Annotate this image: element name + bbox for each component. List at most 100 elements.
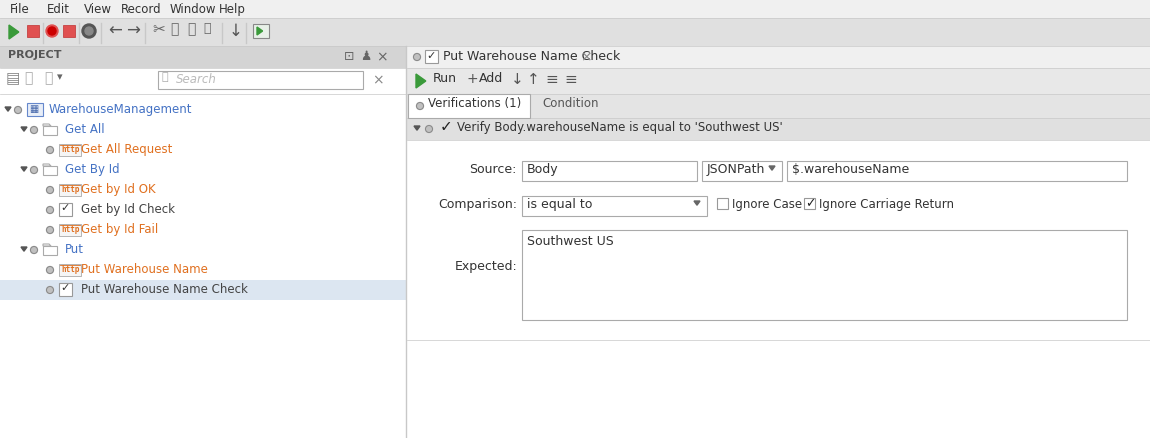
Text: ✓: ✓ bbox=[805, 198, 815, 211]
Bar bbox=[407, 140, 1150, 340]
Text: Put Warehouse Name Check: Put Warehouse Name Check bbox=[81, 283, 248, 296]
Text: Put Warehouse Name Check: Put Warehouse Name Check bbox=[443, 50, 620, 63]
Bar bbox=[0, 94, 406, 438]
Bar bbox=[407, 118, 1150, 140]
Text: Get All: Get All bbox=[66, 123, 105, 136]
Bar bbox=[407, 68, 1150, 94]
Bar bbox=[63, 25, 75, 37]
Text: Edit: Edit bbox=[47, 3, 70, 16]
Text: ×: × bbox=[371, 73, 384, 87]
Circle shape bbox=[46, 25, 58, 37]
Polygon shape bbox=[43, 244, 51, 246]
Text: http: http bbox=[61, 145, 79, 154]
Text: ✓: ✓ bbox=[61, 204, 70, 213]
Text: Get by Id Check: Get by Id Check bbox=[81, 203, 175, 216]
Polygon shape bbox=[5, 107, 12, 111]
Circle shape bbox=[48, 27, 56, 35]
Text: ≡: ≡ bbox=[564, 72, 577, 87]
Text: ←: ← bbox=[108, 22, 122, 40]
Bar bbox=[804, 198, 815, 209]
Text: JSONPath: JSONPath bbox=[707, 163, 766, 176]
Polygon shape bbox=[256, 27, 262, 35]
Text: ▦: ▦ bbox=[29, 104, 38, 114]
Circle shape bbox=[31, 127, 38, 134]
Text: $.warehouseName: $.warehouseName bbox=[792, 163, 910, 176]
Text: Body: Body bbox=[527, 163, 559, 176]
Text: ▾: ▾ bbox=[58, 72, 62, 82]
Circle shape bbox=[46, 187, 54, 194]
Text: Get by Id Fail: Get by Id Fail bbox=[81, 223, 159, 236]
Bar bbox=[253, 24, 269, 38]
Bar bbox=[426, 50, 438, 63]
Text: ✂: ✂ bbox=[152, 22, 164, 37]
Bar bbox=[0, 0, 1150, 18]
Text: Ignore Carriage Return: Ignore Carriage Return bbox=[819, 198, 954, 211]
Text: ✓: ✓ bbox=[427, 50, 436, 60]
Text: 🗑: 🗑 bbox=[204, 22, 210, 35]
Text: ♟: ♟ bbox=[360, 50, 371, 63]
Text: View: View bbox=[84, 3, 112, 16]
Text: Ignore Case: Ignore Case bbox=[733, 198, 803, 211]
Bar bbox=[787, 161, 1127, 181]
Circle shape bbox=[82, 24, 95, 38]
Text: Window: Window bbox=[169, 3, 216, 16]
Bar bbox=[702, 161, 782, 181]
Bar bbox=[43, 126, 58, 135]
Bar bbox=[59, 203, 72, 216]
Circle shape bbox=[46, 266, 54, 273]
Text: WarehouseManagement: WarehouseManagement bbox=[49, 103, 192, 116]
Polygon shape bbox=[21, 247, 26, 251]
Text: Southwest US: Southwest US bbox=[527, 235, 614, 248]
Bar bbox=[0, 18, 1150, 46]
Bar bbox=[43, 166, 58, 175]
Bar bbox=[407, 46, 1150, 68]
Bar bbox=[407, 340, 1150, 438]
Bar bbox=[716, 198, 728, 209]
Text: ⧉: ⧉ bbox=[187, 22, 196, 36]
Polygon shape bbox=[21, 167, 26, 171]
Text: http: http bbox=[61, 265, 79, 274]
Text: PROJECT: PROJECT bbox=[8, 50, 61, 60]
Bar bbox=[522, 230, 1127, 320]
Circle shape bbox=[414, 53, 421, 60]
Text: Put Warehouse Name: Put Warehouse Name bbox=[81, 263, 208, 276]
Text: Help: Help bbox=[218, 3, 246, 16]
Bar bbox=[59, 184, 81, 196]
Text: http: http bbox=[61, 225, 79, 234]
Polygon shape bbox=[21, 127, 26, 131]
Circle shape bbox=[426, 126, 432, 133]
Text: Verify Body.warehouseName is equal to 'Southwest US': Verify Body.warehouseName is equal to 'S… bbox=[457, 121, 783, 134]
Text: 📄: 📄 bbox=[24, 71, 32, 85]
Text: ↓: ↓ bbox=[229, 22, 243, 40]
Bar bbox=[0, 68, 406, 94]
Text: Get All Request: Get All Request bbox=[81, 143, 172, 156]
Text: ↓: ↓ bbox=[511, 72, 523, 87]
Text: +: + bbox=[467, 72, 478, 86]
Text: Source:: Source: bbox=[469, 163, 518, 176]
Text: ≡: ≡ bbox=[545, 72, 558, 87]
Text: Record: Record bbox=[121, 3, 161, 16]
Text: Get by Id OK: Get by Id OK bbox=[81, 183, 155, 196]
Text: ⧉: ⧉ bbox=[170, 22, 178, 36]
Bar bbox=[408, 94, 530, 118]
Text: File: File bbox=[10, 3, 30, 16]
Text: Add: Add bbox=[480, 72, 504, 85]
Polygon shape bbox=[416, 74, 426, 88]
Bar bbox=[59, 264, 81, 276]
Text: ↑: ↑ bbox=[527, 72, 539, 87]
Polygon shape bbox=[693, 201, 700, 205]
Text: Run: Run bbox=[434, 72, 457, 85]
Text: Put: Put bbox=[66, 243, 84, 256]
Bar bbox=[0, 46, 406, 68]
Text: →: → bbox=[126, 22, 140, 40]
Text: Condition: Condition bbox=[542, 97, 598, 110]
Polygon shape bbox=[769, 166, 775, 170]
Bar bbox=[522, 196, 707, 216]
Bar bbox=[522, 161, 697, 181]
Text: ✓: ✓ bbox=[61, 283, 70, 293]
Bar bbox=[0, 280, 406, 300]
Bar bbox=[59, 144, 81, 156]
Text: ×: × bbox=[376, 50, 388, 64]
Circle shape bbox=[416, 102, 423, 110]
Text: http: http bbox=[61, 185, 79, 194]
